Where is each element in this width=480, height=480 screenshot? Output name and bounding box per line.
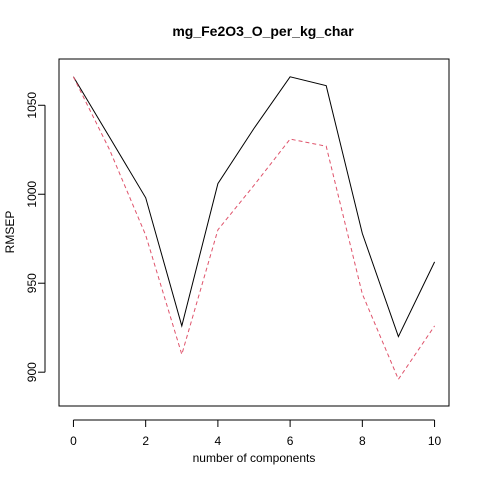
- x-axis: 0 2 4 6 8 10: [70, 419, 442, 448]
- y-axis: 900 950 1000 1050: [25, 92, 46, 382]
- x-tick-label: 0: [70, 434, 77, 448]
- y-tick-label: 900: [25, 362, 39, 382]
- x-tick-label: 2: [142, 434, 149, 448]
- x-tick-label: 8: [359, 434, 366, 448]
- x-tick-label: 4: [215, 434, 222, 448]
- y-tick-label: 1000: [25, 181, 39, 208]
- y-tick-label: 1050: [25, 92, 39, 119]
- x-tick-label: 6: [287, 434, 294, 448]
- y-tick-label: 950: [25, 273, 39, 293]
- series-1-line: [72, 76, 436, 338]
- series-2-line: [72, 76, 436, 381]
- x-tick-label: 10: [428, 434, 442, 448]
- y-axis-label: RMSEP: [3, 211, 17, 254]
- x-axis-label: number of components: [193, 451, 316, 465]
- plot-frame: [58, 58, 450, 407]
- series-layer: [72, 76, 436, 381]
- chart-title: mg_Fe2O3_O_per_kg_char: [172, 23, 354, 39]
